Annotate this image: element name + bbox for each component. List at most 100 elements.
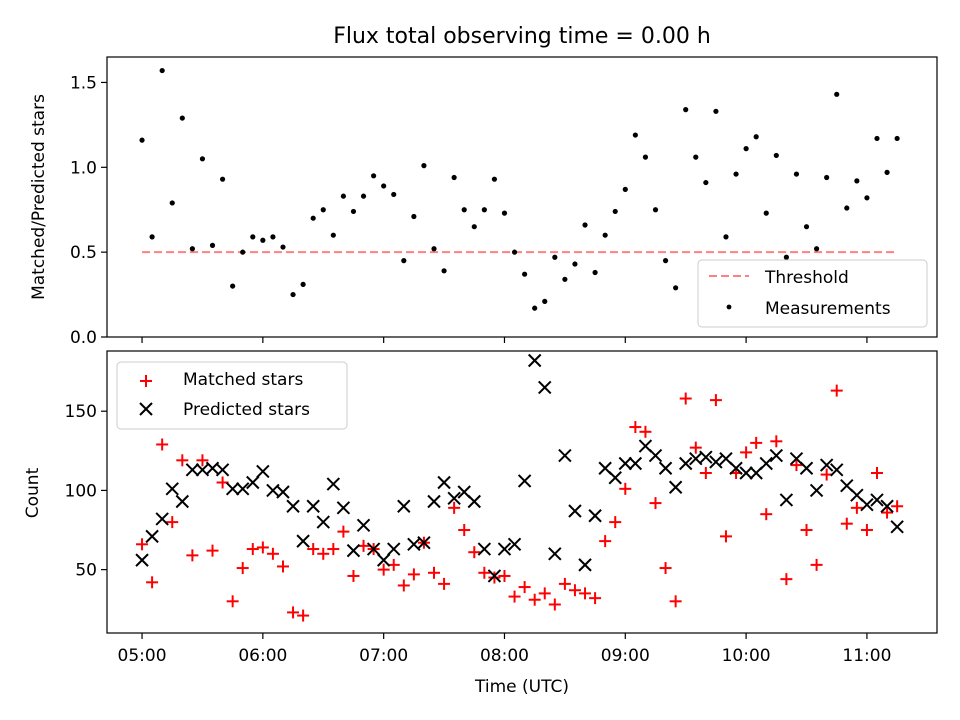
matched-star-point <box>860 524 873 537</box>
measurement-point <box>522 271 528 277</box>
measurement-point <box>270 234 276 240</box>
measurement-point <box>844 205 850 211</box>
measurement-point <box>280 244 286 250</box>
matched-star-point <box>488 571 501 584</box>
measurement-point <box>612 208 618 215</box>
legend-predicted-label: Predicted stars <box>183 400 310 420</box>
predicted-star-point <box>185 463 200 477</box>
predicted-star-point <box>769 448 784 463</box>
matched-star-point <box>146 576 159 589</box>
measurement-point <box>320 207 326 213</box>
measurement-point <box>290 291 296 298</box>
matched-star-point <box>659 562 672 575</box>
measurement-point <box>793 171 800 177</box>
predicted-star-point <box>236 482 250 496</box>
matched-star-point <box>830 384 843 397</box>
top-y-tick-label: 1.0 <box>70 158 97 178</box>
measurement-point <box>491 176 498 182</box>
matched-star-point <box>870 466 883 479</box>
predicted-star-point <box>739 466 753 480</box>
measurement-point <box>501 210 508 216</box>
measurement-point <box>230 283 236 289</box>
measurement-point <box>532 305 538 311</box>
bottom-y-tick-label: 100 <box>65 481 97 501</box>
matched-star-point <box>609 516 622 529</box>
measurement-point <box>240 249 246 255</box>
matched-star-point <box>850 501 863 514</box>
measurement-point <box>693 154 699 160</box>
predicted-star-point <box>326 477 341 491</box>
matched-star-point <box>297 609 310 622</box>
predicted-star-point <box>397 499 411 513</box>
matched-star-point <box>538 587 551 600</box>
predicted-star-point <box>487 569 502 583</box>
measurements-series <box>139 67 900 311</box>
predicted-star-point <box>618 456 633 471</box>
matched-star-point <box>548 598 561 611</box>
predicted-star-point <box>316 515 330 529</box>
bottom-y-tick-label: 50 <box>75 561 97 581</box>
measurement-point <box>602 232 608 238</box>
matched-star-point <box>186 549 199 562</box>
top-panel: Flux total observing time = 0.00 h 0.00.… <box>29 24 938 348</box>
matched-star-point <box>881 506 894 519</box>
matched-star-point <box>206 544 219 557</box>
matched-star-point <box>518 581 531 594</box>
predicted-star-point <box>538 380 552 395</box>
bottom-y-tick-label: 150 <box>65 402 97 422</box>
measurement-point <box>632 132 638 138</box>
top-y-axis: 0.0 0.5 1.0 1.5 <box>70 73 107 348</box>
measurement-point <box>783 254 789 260</box>
measurement-point <box>411 213 417 220</box>
top-legend: Threshold Measurements <box>697 259 928 328</box>
measurement-point <box>824 174 830 181</box>
matched-star-point <box>558 577 571 590</box>
predicted-star-point <box>699 450 713 464</box>
top-y-tick-label: 1.5 <box>70 73 97 93</box>
matched-star-point <box>780 573 793 586</box>
matched-star-point <box>327 543 340 556</box>
measurement-point <box>159 67 165 74</box>
legend-measurements-label: Measurements <box>765 299 891 319</box>
measurement-point <box>542 298 548 304</box>
predicted-star-point <box>779 493 794 507</box>
predicted-stars-series <box>135 353 904 583</box>
matched-star-point <box>458 524 471 537</box>
matched-star-point <box>840 517 853 530</box>
predicted-star-point <box>678 456 693 471</box>
predicted-star-point <box>759 456 773 471</box>
predicted-star-point <box>376 553 391 567</box>
matched-star-point <box>639 425 652 438</box>
bottom-x-tick-label: 11:00 <box>842 646 891 666</box>
predicted-star-point <box>870 493 884 507</box>
matched-star-point <box>236 562 249 575</box>
matched-star-point <box>287 606 300 619</box>
measurement-point <box>209 242 216 248</box>
matched-star-point <box>528 593 541 606</box>
predicted-star-point <box>366 542 381 556</box>
predicted-star-point <box>507 537 522 551</box>
predicted-star-point <box>467 494 481 509</box>
predicted-star-point <box>578 558 592 572</box>
measurement-point <box>149 234 155 240</box>
matched-star-point <box>810 558 823 571</box>
predicted-star-point <box>709 455 723 469</box>
matched-star-point <box>760 508 773 521</box>
matched-star-point <box>750 436 763 449</box>
predicted-star-point <box>387 542 401 556</box>
measurement-point <box>169 200 175 206</box>
matched-star-point <box>699 466 712 479</box>
measurement-point <box>572 261 578 267</box>
matched-star-point <box>619 482 632 495</box>
matched-star-point <box>568 584 581 597</box>
measurement-point <box>461 207 467 213</box>
matched-star-point <box>377 563 390 576</box>
top-x-axis <box>141 337 868 343</box>
predicted-star-point <box>568 504 582 518</box>
top-legend-box <box>697 259 928 328</box>
measurement-point <box>884 169 890 175</box>
measurement-point <box>260 237 266 243</box>
top-plot-frame <box>106 56 938 338</box>
matched-star-point <box>276 560 289 573</box>
